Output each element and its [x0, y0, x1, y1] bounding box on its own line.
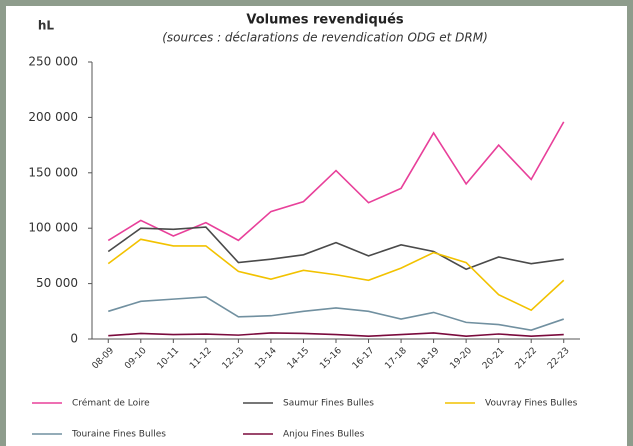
legend-label: Crémant de Loire — [72, 398, 150, 409]
legend-label: Touraine Fines Bulles — [71, 430, 166, 440]
series-line — [108, 332, 564, 338]
series-line — [108, 296, 564, 331]
y-tick-label: 50 000 — [36, 276, 78, 290]
series-line — [107, 121, 565, 242]
legend-label: Anjou Fines Bulles — [283, 430, 365, 440]
legend-label: Vouvray Fines Bulles — [485, 399, 578, 409]
y-tick-label: 150 000 — [28, 165, 78, 179]
y-tick-label: 250 000 — [28, 55, 78, 69]
legend-label: Saumur Fines Bulles — [283, 399, 374, 409]
y-tick-label: 200 000 — [28, 110, 78, 124]
chart-title: Volumes revendiqués — [246, 13, 404, 28]
y-tick-label: 100 000 — [28, 221, 78, 235]
series-line — [107, 238, 565, 312]
chart-subtitle: (sources : déclarations de revendication… — [162, 31, 488, 45]
y-tick-label: 0 — [70, 332, 78, 346]
y-axis-label: hL — [38, 19, 55, 33]
series-line — [107, 226, 564, 271]
panel — [6, 6, 627, 446]
